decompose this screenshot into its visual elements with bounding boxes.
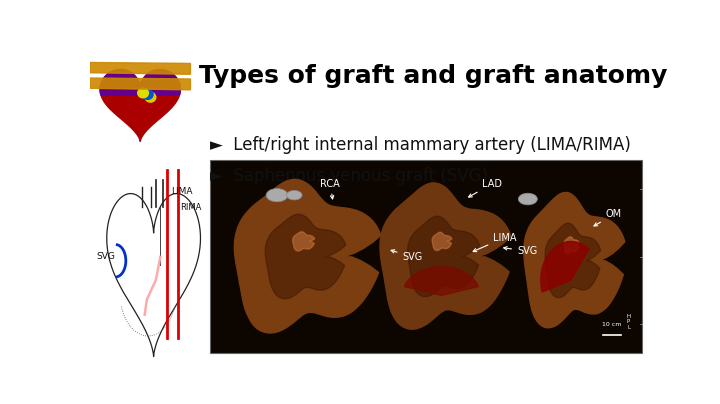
Bar: [210, 160, 642, 354]
Ellipse shape: [145, 93, 156, 102]
Text: 10 cm: 10 cm: [603, 322, 622, 327]
Text: ►  Left/right internal mammary artery (LIMA/RIMA): ► Left/right internal mammary artery (LI…: [210, 136, 631, 154]
Polygon shape: [100, 69, 181, 141]
Polygon shape: [545, 223, 600, 298]
Text: ►  Saphenous venous graft (SVG): ► Saphenous venous graft (SVG): [210, 167, 488, 185]
Ellipse shape: [143, 90, 153, 99]
Polygon shape: [235, 179, 381, 333]
Text: Types of graft and graft anatomy: Types of graft and graft anatomy: [199, 64, 667, 88]
Text: RCA: RCA: [320, 179, 340, 199]
Polygon shape: [90, 63, 190, 74]
Text: SVG: SVG: [96, 252, 116, 261]
Polygon shape: [408, 216, 480, 297]
Polygon shape: [432, 232, 451, 250]
Polygon shape: [100, 69, 181, 95]
Text: H
P
L: H P L: [626, 314, 631, 330]
Polygon shape: [265, 214, 346, 299]
Polygon shape: [292, 232, 315, 251]
Text: LIMA: LIMA: [473, 233, 517, 252]
Polygon shape: [564, 237, 579, 254]
Text: LIMA: LIMA: [171, 187, 193, 196]
Polygon shape: [90, 78, 190, 90]
Polygon shape: [380, 183, 511, 329]
Text: SVG: SVG: [391, 250, 423, 262]
Text: OM: OM: [594, 209, 622, 226]
Ellipse shape: [138, 88, 148, 98]
Ellipse shape: [266, 189, 288, 202]
Ellipse shape: [518, 193, 537, 205]
Polygon shape: [541, 242, 589, 292]
Text: LAD: LAD: [469, 179, 503, 197]
Polygon shape: [405, 267, 478, 295]
Text: SVG: SVG: [504, 246, 537, 256]
Ellipse shape: [287, 190, 302, 200]
Polygon shape: [524, 192, 625, 328]
Text: RIMA: RIMA: [181, 203, 202, 212]
